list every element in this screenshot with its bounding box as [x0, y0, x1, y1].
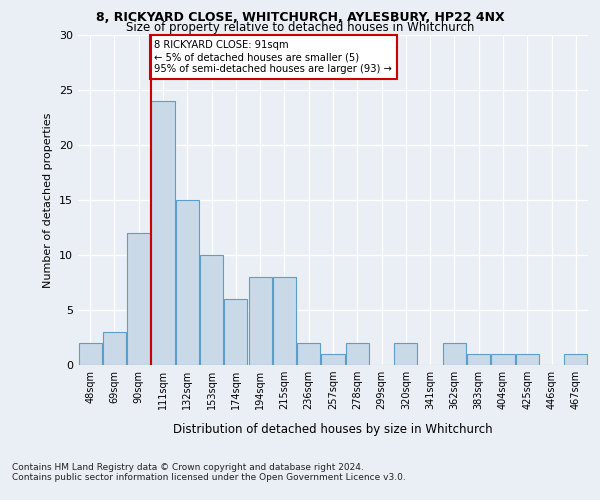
Bar: [443, 343, 466, 365]
Bar: [176, 200, 199, 365]
Bar: [467, 354, 490, 365]
Text: Contains HM Land Registry data © Crown copyright and database right 2024.: Contains HM Land Registry data © Crown c…: [12, 462, 364, 471]
Bar: [127, 233, 150, 365]
Text: Contains public sector information licensed under the Open Government Licence v3: Contains public sector information licen…: [12, 472, 406, 482]
Bar: [224, 299, 247, 365]
Bar: [346, 343, 369, 365]
Bar: [200, 255, 223, 365]
Text: Size of property relative to detached houses in Whitchurch: Size of property relative to detached ho…: [126, 22, 474, 35]
Y-axis label: Number of detached properties: Number of detached properties: [43, 112, 53, 288]
Bar: [103, 332, 126, 365]
Text: Distribution of detached houses by size in Whitchurch: Distribution of detached houses by size …: [173, 422, 493, 436]
Bar: [248, 277, 272, 365]
Bar: [273, 277, 296, 365]
Bar: [565, 354, 587, 365]
Bar: [297, 343, 320, 365]
Text: 8, RICKYARD CLOSE, WHITCHURCH, AYLESBURY, HP22 4NX: 8, RICKYARD CLOSE, WHITCHURCH, AYLESBURY…: [95, 11, 505, 24]
Bar: [394, 343, 418, 365]
Bar: [322, 354, 344, 365]
Bar: [491, 354, 515, 365]
Bar: [79, 343, 101, 365]
Bar: [516, 354, 539, 365]
Text: 8 RICKYARD CLOSE: 91sqm
← 5% of detached houses are smaller (5)
95% of semi-deta: 8 RICKYARD CLOSE: 91sqm ← 5% of detached…: [155, 40, 392, 74]
Bar: [151, 101, 175, 365]
